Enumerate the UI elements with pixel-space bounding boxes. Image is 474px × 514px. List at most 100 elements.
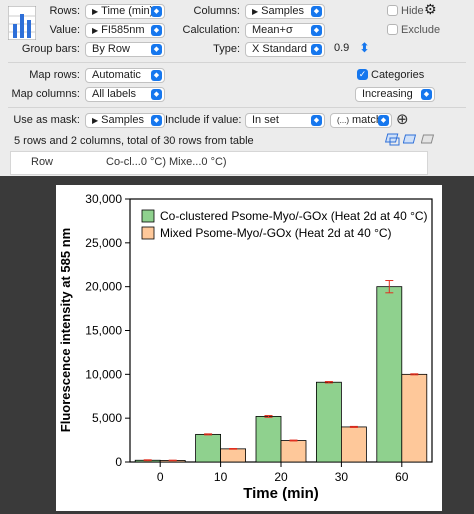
bar-series-1	[195, 433, 222, 463]
chevron-updown-icon: ◆	[378, 115, 389, 126]
status-text: 5 rows and 2 columns, total of 30 rows f…	[14, 135, 254, 147]
chevron-updown-icon: ◆	[151, 89, 162, 100]
triangle-icon: ▶	[92, 26, 99, 35]
bar-chart: 0 5,000 10,000 15,000 20,000 25,000 30,000 0 10…	[58, 192, 433, 502]
map-rows-label: Map rows:	[29, 69, 80, 81]
x-axis-title: Time (min)	[243, 485, 319, 502]
match-popup[interactable]: (...) match ◆	[330, 113, 392, 128]
separator	[8, 62, 466, 63]
chevron-updown-icon: ◆	[311, 44, 322, 55]
table-header-col-1[interactable]: Co-cl...0 °C)	[106, 156, 167, 168]
bar-series-2	[280, 440, 307, 463]
legend-label-1: Co-clustered Psome-Myo/-GOx (Heat 2d at …	[160, 209, 428, 223]
bar-series-1	[315, 381, 342, 463]
match-icon: (...)	[337, 116, 349, 125]
exclude-label: Exclude	[401, 24, 441, 36]
map-rows-value: Automatic	[92, 69, 141, 81]
group-bars-label: Group bars:	[21, 43, 80, 55]
chart-settings-panel: Rows: ▶ Time (min) ◆ Columns: ▶ Samples ◆ Hi…	[0, 0, 474, 176]
bar-series-1	[255, 416, 282, 463]
legend-swatch-2	[141, 226, 155, 240]
view-mode-icon-3[interactable]	[421, 133, 437, 147]
y-tick-label: 10,000	[85, 367, 122, 381]
chevron-updown-icon: ◆	[151, 115, 162, 126]
include-value: In set	[252, 114, 279, 126]
calculation-label: Calculation:	[182, 24, 240, 36]
add-circle-icon[interactable]: ⊕	[396, 111, 409, 128]
categories-checkbox[interactable]: ✓	[357, 69, 368, 80]
hide-checkbox[interactable]	[387, 5, 398, 16]
table-header-row[interactable]: Row	[31, 156, 54, 168]
view-mode-icon-1[interactable]	[385, 133, 401, 147]
columns-label: Columns:	[193, 5, 240, 17]
table-header-col-2[interactable]: Mixe...0 °C)	[169, 156, 227, 168]
triangle-icon: ▶	[92, 7, 99, 16]
bar-chart-icon	[8, 6, 36, 40]
x-tick-label: 60	[395, 470, 409, 484]
chevron-updown-icon: ◆	[311, 25, 322, 36]
x-tick-label: 0	[157, 470, 164, 484]
legend-swatch-1	[141, 209, 155, 223]
gear-icon[interactable]: ⚙	[424, 1, 437, 17]
mask-popup[interactable]: ▶ Samples ◆	[85, 113, 165, 128]
chevron-updown-icon: ◆	[421, 89, 432, 100]
sort-popup[interactable]: Increasing ◆	[355, 87, 435, 102]
categories-label: Categories	[371, 69, 425, 81]
match-value: match	[352, 114, 382, 126]
calculation-value: Mean+σ	[252, 24, 293, 36]
sort-value: Increasing	[362, 88, 413, 100]
rows-popup[interactable]: ▶ Time (min) ◆	[85, 4, 165, 19]
map-columns-label: Map columns:	[11, 88, 80, 100]
triangle-icon: ▶	[92, 116, 99, 125]
x-tick-label: 10	[214, 470, 228, 484]
include-popup[interactable]: In set ◆	[245, 113, 325, 128]
slider-icon[interactable]: ⬍	[359, 40, 370, 55]
bar-series-2	[401, 373, 428, 463]
map-columns-value: All labels	[92, 88, 137, 100]
chevron-updown-icon: ◆	[311, 115, 322, 126]
y-tick-label: 25,000	[85, 236, 122, 250]
calculation-popup[interactable]: Mean+σ ◆	[245, 23, 325, 38]
view-mode-icon-2[interactable]	[403, 133, 419, 147]
chevron-updown-icon: ◆	[151, 25, 162, 36]
columns-value: Samples	[261, 5, 304, 17]
mask-value: Samples	[101, 114, 144, 126]
legend-label-2: Mixed Psome-Myo/-GOx (Heat 2d at 40 °C)	[160, 226, 392, 240]
bar-series-1	[376, 286, 403, 463]
value-label: Value:	[49, 24, 80, 36]
type-label: Type:	[213, 43, 240, 55]
chart-area: 0 5,000 10,000 15,000 20,000 25,000 30,000 0 10…	[56, 185, 442, 511]
rows-label: Rows:	[49, 5, 80, 17]
columns-popup[interactable]: ▶ Samples ◆	[245, 4, 325, 19]
type-popup[interactable]: X Standard ◆	[245, 42, 325, 57]
chevron-updown-icon: ◆	[151, 6, 162, 17]
data-table-header: Row Co-cl...0 °C) Mixe...0 °C)	[10, 151, 428, 175]
exclude-checkbox[interactable]	[387, 24, 398, 35]
y-tick-label: 0	[115, 455, 122, 469]
y-axis-title: Fluorescence intensity at 585 nm	[58, 228, 73, 432]
bar-series-2	[220, 448, 247, 463]
mask-label: Use as mask:	[13, 114, 80, 126]
include-label: Include if value:	[165, 114, 242, 126]
y-tick-label: 30,000	[85, 192, 122, 206]
triangle-icon: ▶	[252, 7, 259, 16]
chevron-updown-icon: ◆	[151, 70, 162, 81]
x-tick-label: 30	[335, 470, 349, 484]
y-tick-label: 5,000	[92, 411, 122, 425]
value-popup[interactable]: ▶ FI585nm ◆	[85, 23, 165, 38]
y-tick-label: 20,000	[85, 280, 122, 294]
chevron-updown-icon: ◆	[151, 44, 162, 55]
group-bars-popup[interactable]: By Row ◆	[85, 42, 165, 57]
separator	[8, 107, 466, 108]
map-columns-popup[interactable]: All labels ◆	[85, 87, 165, 102]
chevron-updown-icon: ◆	[311, 6, 322, 17]
bar-series-2	[340, 426, 367, 463]
type-number-field[interactable]: 0.9	[334, 42, 350, 54]
y-tick-label: 15,000	[85, 324, 122, 338]
x-tick-label: 20	[274, 470, 288, 484]
hide-label: Hide	[401, 5, 424, 17]
map-rows-popup[interactable]: Automatic ◆	[85, 68, 165, 83]
group-bars-value: By Row	[92, 43, 130, 55]
value-value: FI585nm	[101, 24, 145, 36]
type-value: X Standard	[252, 43, 308, 55]
